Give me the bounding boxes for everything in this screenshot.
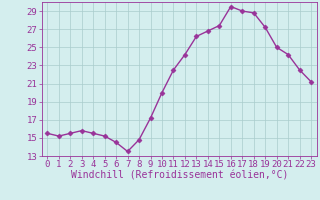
X-axis label: Windchill (Refroidissement éolien,°C): Windchill (Refroidissement éolien,°C): [70, 171, 288, 181]
